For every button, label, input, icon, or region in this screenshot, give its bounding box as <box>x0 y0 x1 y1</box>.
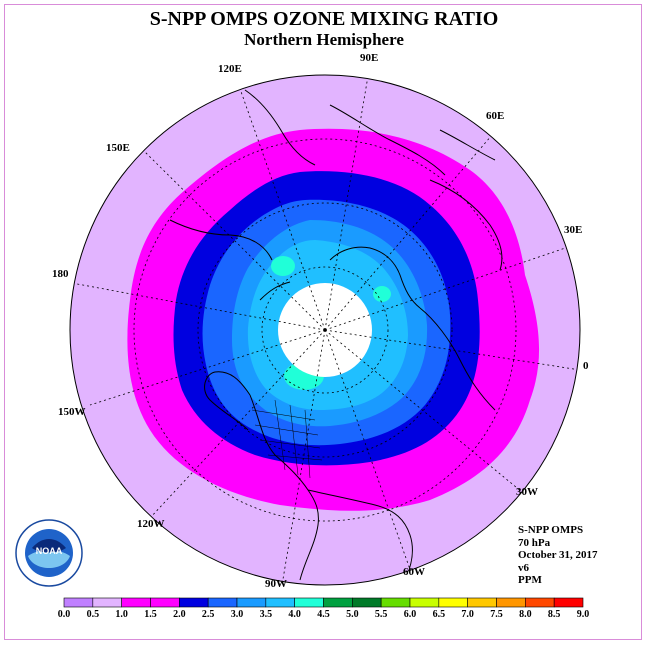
info-version: v6 <box>518 561 529 574</box>
colorbar-swatch <box>92 597 122 608</box>
colorbar-tick-label: 4.5 <box>317 609 330 620</box>
colorbar-swatch <box>496 597 526 608</box>
colorbar-swatch <box>294 597 324 608</box>
info-units: PPM <box>518 574 542 586</box>
lon-label-90w: 90W <box>265 578 287 590</box>
colorbar-swatch <box>352 597 382 608</box>
lon-label-30w: 30W <box>516 486 538 498</box>
lon-label-60w: 60W <box>403 566 425 578</box>
colorbar-tick-label: 7.5 <box>490 609 503 620</box>
colorbar-tick-label: 2.0 <box>173 609 186 620</box>
colorbar-tick-label: 8.5 <box>547 609 561 620</box>
coastlines <box>169 89 503 581</box>
page-frame <box>4 4 642 640</box>
colorbar-tick-label: 0.5 <box>86 609 100 620</box>
info-block: S-NPP OMPS 70 hPa October 31, 2017 v6 PP… <box>518 524 598 587</box>
colorbar <box>63 597 584 608</box>
info-instrument: S-NPP OMPS <box>518 524 584 536</box>
lon-label-150w: 150W <box>58 406 86 418</box>
colorbar-swatch <box>121 597 151 608</box>
colorbar-tick-label: 1.5 <box>144 609 157 620</box>
ozone-band-3.5-4.0 <box>271 256 295 276</box>
colorbar-swatch <box>467 597 497 608</box>
colorbar-tick-label: 4.0 <box>288 609 301 620</box>
colorbar-swatch <box>438 597 468 608</box>
map-boundary <box>69 74 581 586</box>
lon-label-90e: 90E <box>360 52 379 64</box>
colorbar-swatch <box>207 597 238 608</box>
lon-label-180: 180 <box>52 268 69 280</box>
colorbar-swatch <box>63 597 94 608</box>
latitude-circles <box>133 138 517 522</box>
map-title: S-NPP OMPS OZONE MIXING RATIO <box>149 8 499 30</box>
colorbar-tick-label: 3.5 <box>259 609 273 620</box>
colorbar-swatch <box>323 597 353 608</box>
colorbar-swatch <box>525 597 555 608</box>
lon-label-30e: 30E <box>564 224 583 236</box>
info-level: 70 hPa <box>518 536 551 549</box>
colorbar-swatch <box>409 597 440 608</box>
colorbar-tick-label: 1.0 <box>115 609 128 620</box>
colorbar-tick-label: 3.0 <box>230 609 244 620</box>
colorbar-swatch <box>265 597 295 608</box>
colorbar-tick-label: 5.0 <box>346 609 359 620</box>
colorbar-tick-label: 8.0 <box>519 609 532 620</box>
colorbar-swatch <box>380 597 411 608</box>
lon-label-120e: 120E <box>218 63 242 75</box>
colorbar-tick-label: 0.0 <box>57 609 71 620</box>
colorbar-swatch <box>179 597 209 608</box>
noaa-logo-text: NOAA <box>36 546 63 556</box>
lon-label-0: 0 <box>583 360 589 372</box>
lon-label-150e: 150E <box>106 142 130 154</box>
ozone-band-3.5-4.0 <box>373 286 391 302</box>
info-date: October 31, 2017 <box>518 549 598 561</box>
colorbar-swatch <box>236 597 267 608</box>
colorbar-tick-label: 5.5 <box>374 609 388 620</box>
us-state-boundaries <box>251 399 323 479</box>
colorbar-tick-label: 9.0 <box>576 609 590 620</box>
colorbar-tick-label: 6.5 <box>432 609 446 620</box>
map-subtitle: Northern Hemisphere <box>244 30 404 49</box>
colorbar-tick-label: 7.0 <box>461 609 474 620</box>
lon-label-60e: 60E <box>486 110 505 122</box>
colorbar-swatch <box>553 597 584 608</box>
lon-label-120w: 120W <box>137 518 165 530</box>
colorbar-tick-label: 2.5 <box>201 609 215 620</box>
meridians <box>71 75 580 585</box>
colorbar-tick-label: 6.0 <box>403 609 417 620</box>
colorbar-swatch <box>150 597 180 608</box>
noaa-logo: NOAA <box>15 519 83 587</box>
